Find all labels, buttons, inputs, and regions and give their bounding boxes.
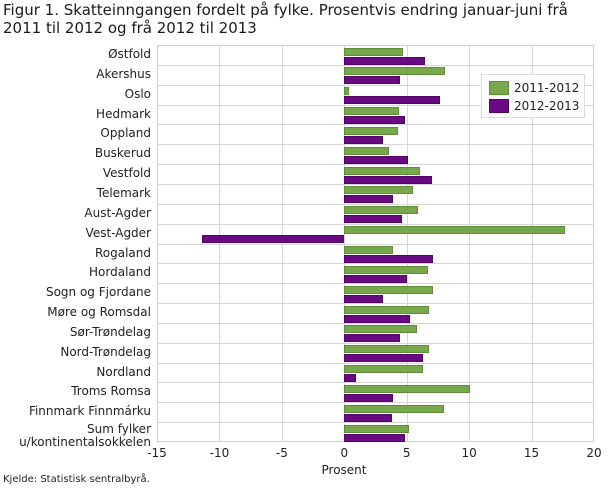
- x-tick-label: 0: [340, 446, 349, 460]
- y-axis-label: Møre og Romsdal: [47, 305, 151, 320]
- bar-2012-2013: [344, 195, 393, 204]
- y-axis-label: Troms Romsa: [71, 384, 151, 399]
- bar-2011-2012: [344, 166, 421, 175]
- horizontal-gridline: [158, 124, 593, 126]
- legend-label: 2012-2013: [514, 99, 580, 113]
- y-axis-label: Nord-Trøndelag: [60, 344, 151, 359]
- bar-2012-2013: [344, 314, 411, 323]
- bar-2012-2013: [201, 235, 345, 244]
- chart-title: Figur 1. Skatteinngangen fordelt på fylk…: [3, 1, 568, 37]
- y-axis-label: Oslo: [124, 86, 151, 101]
- horizontal-gridline: [158, 263, 593, 265]
- legend-item-2011-2012: 2011-2012: [489, 80, 579, 96]
- y-axis-label: Hedmark: [96, 106, 151, 121]
- horizontal-gridline: [158, 104, 593, 106]
- y-axis-label: Vestfold: [102, 166, 151, 181]
- bar-2011-2012: [344, 87, 349, 96]
- horizontal-gridline: [158, 362, 593, 364]
- y-axis-label: Buskerud: [94, 146, 151, 161]
- legend-swatch-green: [489, 81, 509, 95]
- bar-2012-2013: [344, 334, 401, 343]
- bar-2012-2013: [344, 155, 408, 164]
- bar-2012-2013: [344, 255, 433, 263]
- horizontal-gridline: [158, 144, 593, 146]
- horizontal-gridline: [158, 283, 593, 285]
- horizontal-gridline: [158, 183, 593, 185]
- bar-2012-2013: [344, 175, 432, 184]
- bar-2012-2013: [344, 274, 407, 283]
- y-axis-label: Sogn og Fjordane: [45, 285, 151, 300]
- legend: 2011-2012 2012-2013: [481, 74, 585, 118]
- bar-2011-2012: [344, 206, 418, 215]
- bar-2011-2012: [344, 226, 566, 235]
- bar-2012-2013: [344, 116, 406, 125]
- y-axis-label: Finnmark Finnmárku: [28, 404, 151, 419]
- bar-2011-2012: [344, 146, 390, 155]
- bar-2012-2013: [344, 215, 402, 224]
- bar-2011-2012: [344, 305, 430, 314]
- bar-2011-2012: [344, 126, 398, 135]
- bar-2012-2013: [344, 374, 356, 383]
- bar-2012-2013: [344, 354, 423, 363]
- horizontal-gridline: [158, 303, 593, 305]
- plot-area: [157, 45, 594, 442]
- y-axis-label: Vest-Agder: [85, 225, 151, 240]
- bar-2012-2013: [344, 393, 393, 402]
- legend-label: 2011-2012: [514, 81, 580, 95]
- source-note: Kjelde: Statistisk sentralbyrå.: [3, 474, 150, 485]
- x-tick-label: -5: [275, 446, 288, 460]
- bar-2012-2013: [344, 96, 441, 105]
- bar-2011-2012: [344, 265, 428, 274]
- horizontal-gridline: [158, 64, 593, 66]
- horizontal-gridline: [158, 322, 593, 324]
- x-axis-label: Prosent: [321, 463, 367, 477]
- y-axis-label: Akershus: [96, 66, 151, 81]
- y-axis-label: Aust-Agder: [84, 205, 151, 220]
- horizontal-gridline: [158, 223, 593, 225]
- y-axis-label: Hordaland: [89, 265, 151, 280]
- x-tick-label: 10: [461, 446, 477, 460]
- legend-item-2012-2013: 2012-2013: [489, 98, 579, 114]
- horizontal-gridline: [158, 342, 593, 344]
- bar-2011-2012: [344, 246, 393, 254]
- y-axis-label: Nordland: [96, 364, 151, 379]
- y-axis-label: Rogaland: [94, 245, 151, 260]
- bar-2012-2013: [344, 433, 406, 442]
- bar-2011-2012: [344, 365, 423, 374]
- horizontal-gridline: [158, 203, 593, 205]
- horizontal-gridline: [158, 243, 593, 245]
- bar-2012-2013: [344, 413, 392, 422]
- x-tick-label: 5: [402, 446, 411, 460]
- x-tick-label: -15: [147, 446, 167, 460]
- horizontal-gridline: [158, 422, 593, 424]
- bar-2011-2012: [344, 47, 403, 56]
- x-tick-label: 20: [586, 446, 602, 460]
- horizontal-gridline: [158, 84, 593, 86]
- bar-2011-2012: [344, 325, 417, 334]
- horizontal-gridline: [158, 164, 593, 166]
- bar-2011-2012: [344, 186, 413, 195]
- bar-2011-2012: [344, 285, 433, 294]
- bar-2012-2013: [344, 56, 426, 65]
- y-axis-label: Østfold: [108, 47, 151, 61]
- bar-2011-2012: [344, 384, 471, 393]
- y-axis-label: Sør-Trøndelag: [69, 324, 151, 339]
- y-axis-label: Oppland: [100, 126, 151, 141]
- horizontal-gridline: [158, 382, 593, 384]
- bar-2011-2012: [344, 67, 446, 76]
- bar-2012-2013: [344, 135, 383, 144]
- bar-2011-2012: [344, 404, 445, 413]
- bar-2011-2012: [344, 424, 410, 433]
- y-axis-label: Telemark: [96, 185, 151, 200]
- x-tick-label: -10: [209, 446, 230, 460]
- x-tick-label: 15: [523, 446, 540, 460]
- y-axis-label: Sum fylker u/kontinentalsokkelen: [19, 422, 151, 450]
- bar-2012-2013: [344, 76, 401, 85]
- bar-2012-2013: [344, 294, 383, 303]
- bar-2011-2012: [344, 107, 400, 116]
- horizontal-gridline: [158, 402, 593, 404]
- legend-swatch-purple: [489, 99, 509, 113]
- bar-2011-2012: [344, 345, 430, 354]
